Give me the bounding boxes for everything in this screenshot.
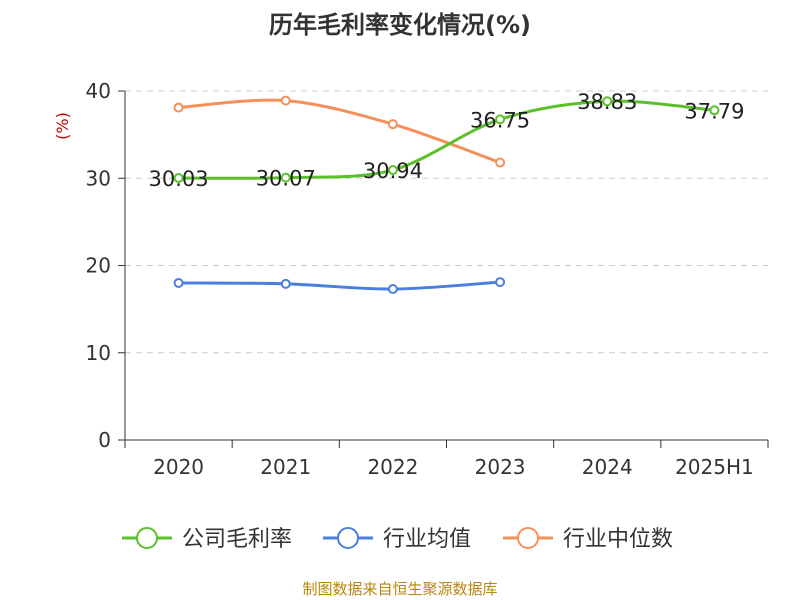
y-tick-label: 40	[86, 79, 111, 103]
data-labels: 30.03 30.07 30.94 36.75 38.83 37.79	[149, 90, 745, 191]
legend-marker	[337, 527, 359, 549]
legend-item[interactable]: 行业均值	[323, 527, 471, 552]
legend-label: 公司毛利率	[182, 527, 292, 552]
data-label: 30.03	[149, 167, 209, 191]
y-axis-label: (%)	[53, 112, 72, 140]
x-tick-label: 2024	[582, 455, 633, 479]
data-point	[173, 102, 184, 113]
chart-title: 历年毛利率变化情况(%)	[269, 11, 531, 39]
series-line	[178, 98, 501, 164]
data-point	[495, 277, 506, 288]
y-tick-label: 10	[86, 341, 111, 365]
data-point	[280, 278, 291, 289]
y-tick-label: 20	[86, 254, 111, 278]
data-point	[602, 96, 613, 107]
data-point	[387, 119, 398, 130]
data-point	[387, 165, 398, 176]
grid	[125, 90, 768, 354]
data-label: 30.07	[256, 167, 316, 191]
data-point	[280, 172, 291, 183]
data-point	[709, 105, 720, 116]
series-line	[178, 99, 715, 180]
axes: 0 10 20 30 40 2020 2021 2022 2023 2024 2025H1	[86, 79, 769, 479]
legend: 公司毛利率 行业均值 行业中位数	[122, 527, 673, 552]
data-point	[280, 95, 291, 106]
y-tick-label: 30	[86, 166, 111, 190]
x-tick-label: 2020	[153, 455, 204, 479]
legend-label: 行业中位数	[563, 527, 673, 552]
data-point	[173, 172, 184, 183]
legend-marker	[136, 527, 158, 549]
x-tick-label: 2022	[367, 455, 418, 479]
legend-item[interactable]: 行业中位数	[503, 527, 673, 552]
x-tick-label: 2023	[475, 455, 526, 479]
source-note: 制图数据来自恒生聚源数据库	[302, 580, 497, 598]
data-label: 30.94	[363, 159, 423, 183]
data-point	[495, 157, 506, 168]
data-point	[173, 277, 184, 288]
data-label: 38.83	[577, 90, 637, 114]
legend-label: 行业均值	[383, 527, 471, 552]
x-tick-label: 2025H1	[675, 455, 754, 479]
series-group	[173, 95, 720, 295]
series-line	[178, 280, 501, 291]
legend-item[interactable]: 公司毛利率	[122, 527, 292, 552]
legend-marker	[517, 527, 539, 549]
data-point	[387, 284, 398, 295]
data-point	[495, 114, 506, 125]
y-tick-label: 0	[98, 428, 111, 452]
x-tick-label: 2021	[260, 455, 311, 479]
data-label: 37.79	[684, 99, 744, 123]
data-label: 36.75	[470, 108, 530, 132]
